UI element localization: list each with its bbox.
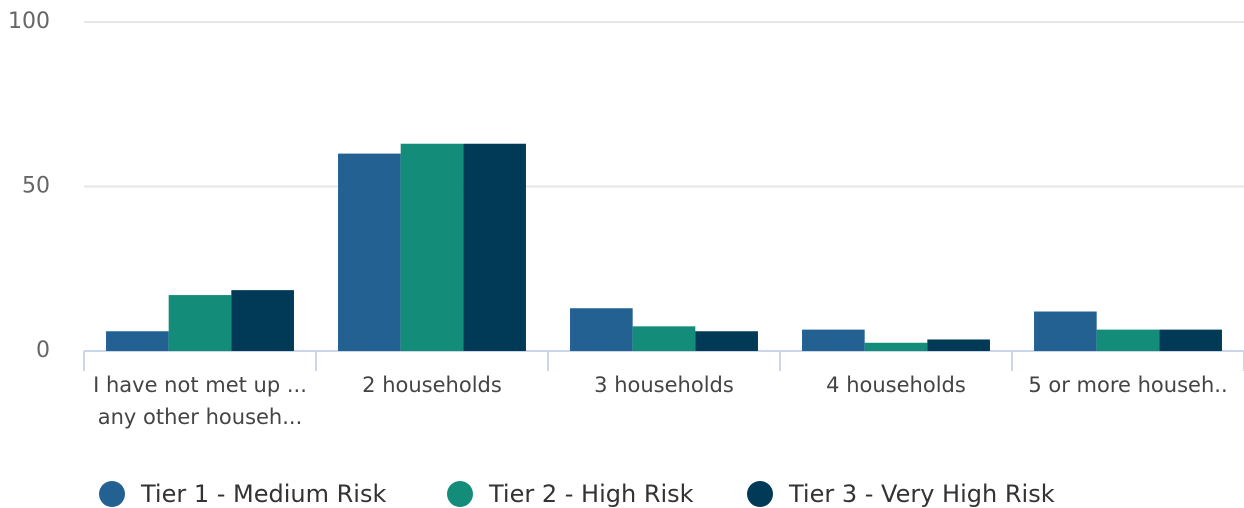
legend-marker <box>747 481 773 507</box>
bar <box>400 143 464 351</box>
x-tick-label: 5 or more househ.. <box>1028 373 1228 397</box>
bar <box>632 326 696 351</box>
x-tick-label-box: I have not met up ... any other househ..… <box>93 373 307 429</box>
bar <box>463 143 526 351</box>
legend-marker <box>99 481 125 507</box>
y-tick-label: 0 <box>36 338 50 363</box>
x-tick-label: 2 households <box>362 373 502 397</box>
x-tick-label-box: 2 households <box>362 373 502 397</box>
legend-marker <box>447 481 473 507</box>
x-tick-label-box: 3 households <box>594 373 734 397</box>
bar <box>864 342 928 351</box>
bar <box>1034 311 1097 351</box>
x-tick-label: 4 households <box>826 373 966 397</box>
bar <box>231 290 294 351</box>
x-tick-label-box: 5 or more househ.. <box>1028 373 1228 397</box>
legend-label: Tier 2 - High Risk <box>488 480 694 508</box>
bar <box>338 153 401 351</box>
bar <box>106 331 169 351</box>
legend-label: Tier 1 - Medium Risk <box>140 480 386 508</box>
x-tick-label-box: 4 households <box>826 373 966 397</box>
bar <box>1096 329 1160 351</box>
bar <box>570 308 633 351</box>
y-tick-label: 100 <box>8 9 50 34</box>
bar <box>695 331 758 351</box>
y-tick-label: 50 <box>22 174 50 199</box>
bar <box>802 329 865 351</box>
legend-label: Tier 3 - Very High Risk <box>788 480 1055 508</box>
x-tick-label: I have not met up ... any other househ..… <box>93 373 307 429</box>
bar <box>927 339 990 351</box>
x-tick-label: 3 households <box>594 373 734 397</box>
bar <box>168 295 232 351</box>
bar <box>1159 329 1222 351</box>
